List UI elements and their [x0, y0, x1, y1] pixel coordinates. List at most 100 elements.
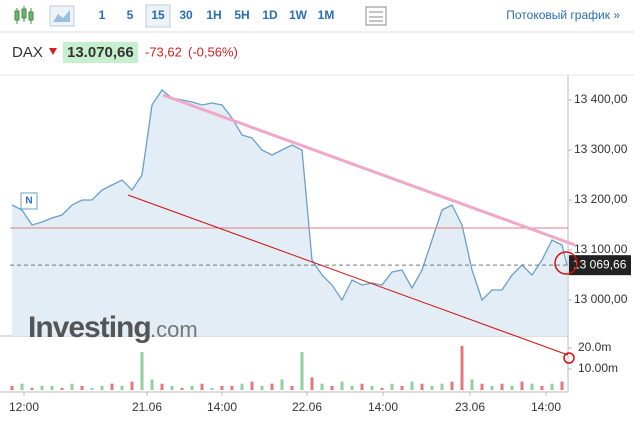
volume-bar	[10, 385, 14, 390]
last-price-label: 13 069,66	[573, 257, 627, 271]
watermark-brand: Investing	[28, 311, 151, 344]
volume-bar	[70, 383, 74, 390]
volume-bar	[510, 385, 514, 390]
trend-line-pink	[162, 93, 576, 247]
volume-bar	[460, 345, 464, 390]
volume-bar	[520, 381, 524, 390]
volume-bar	[120, 385, 124, 390]
volume-bar	[380, 387, 384, 390]
volume-bar	[190, 385, 194, 390]
active-interval	[145, 4, 171, 28]
volume-bar	[540, 385, 544, 390]
settings-icon[interactable]	[365, 6, 387, 26]
volume-bar	[560, 381, 564, 390]
y-tick-label: 13 100,00	[574, 242, 628, 256]
interval-button[interactable]: 15	[151, 8, 165, 22]
volume-bar	[410, 381, 414, 390]
y-tick-label: 13 300,00	[574, 142, 628, 156]
toolbar	[0, 0, 634, 32]
volume-tick-label: 20.0m	[578, 340, 611, 354]
volume-bar	[300, 352, 304, 390]
volume-bar	[260, 385, 264, 390]
volume-bar	[320, 383, 324, 390]
area-icon-shape	[53, 10, 70, 22]
interval-button[interactable]: 1D	[262, 8, 278, 22]
volume-bar	[40, 385, 44, 390]
volume-bar	[60, 387, 64, 390]
volume-bar	[450, 381, 454, 390]
volume-bar	[490, 385, 494, 390]
highlight-circle	[554, 251, 578, 275]
volume-bar	[220, 385, 224, 390]
y-tick-label: 13 000,00	[574, 292, 628, 306]
highlight-circle	[563, 352, 575, 364]
volume-bar	[80, 385, 84, 390]
volume-bar	[340, 381, 344, 390]
volume-bar	[100, 385, 104, 390]
interval-button[interactable]: 5H	[234, 8, 249, 22]
volume-bar	[480, 383, 484, 390]
area-fill	[12, 90, 567, 336]
volume-bar	[400, 385, 404, 390]
marker: N	[25, 196, 32, 207]
stream-link[interactable]: Потоковый график »	[506, 8, 620, 22]
volume-bar	[500, 383, 504, 390]
volume-bar	[130, 381, 134, 390]
volume-bar	[90, 387, 94, 390]
interval-button[interactable]: 1W	[289, 8, 308, 22]
last-price-box	[569, 255, 631, 276]
x-tick-label: 22.06	[292, 400, 322, 414]
volume-tick-label: 10.00m	[578, 361, 618, 375]
price: 13.070,66	[67, 44, 134, 61]
volume-bar	[50, 385, 54, 390]
volume-bar	[470, 379, 474, 390]
area-icon[interactable]	[49, 5, 75, 27]
volume-bar	[180, 387, 184, 390]
interval-button[interactable]: 1H	[206, 8, 221, 22]
volume-bar	[370, 385, 374, 390]
volume-bar	[390, 383, 394, 390]
marker-box[interactable]	[20, 192, 38, 210]
volume-bar	[160, 383, 164, 390]
volume-bar	[430, 385, 434, 390]
volume-bar	[290, 385, 294, 390]
x-tick-label: 14:00	[207, 400, 237, 414]
volume-bar	[440, 383, 444, 390]
volume-bar	[250, 381, 254, 390]
price-box	[63, 42, 138, 63]
volume-bar	[420, 383, 424, 390]
volume-bar	[210, 387, 214, 390]
down-arrow	[49, 48, 57, 55]
volume-bar	[280, 379, 284, 390]
interval-button[interactable]: 5	[127, 8, 134, 22]
volume-bar	[330, 385, 334, 390]
price-line	[11, 89, 568, 302]
volume-bar	[150, 379, 154, 390]
x-tick-label: 14:00	[368, 400, 398, 414]
watermark-suffix: .com	[150, 317, 198, 342]
volume-bar	[140, 352, 144, 390]
volume-bar	[350, 385, 354, 390]
x-tick-label: 23.06	[455, 400, 485, 414]
volume-bar	[230, 385, 234, 390]
interval-button[interactable]: 1M	[318, 8, 335, 22]
trend-line-red	[127, 194, 569, 356]
volume-bar	[200, 383, 204, 390]
volume-bar	[240, 383, 244, 390]
volume-bar	[270, 383, 274, 390]
interval-button[interactable]: 30	[179, 8, 193, 22]
y-tick-label: 13 200,00	[574, 192, 628, 206]
symbol: DAX	[12, 44, 43, 61]
candle-icon[interactable]	[14, 6, 34, 24]
volume-bar	[110, 383, 114, 390]
volume-bar	[550, 383, 554, 390]
x-tick-label: 21.06	[132, 400, 162, 414]
y-tick-label: 13 400,00	[574, 92, 628, 106]
volume-bar	[310, 377, 314, 390]
interval-button[interactable]: 1	[99, 8, 106, 22]
volume-bar	[20, 383, 24, 390]
volume-bar	[30, 387, 34, 390]
x-tick-label: 14:00	[531, 400, 561, 414]
volume-bar	[530, 383, 534, 390]
